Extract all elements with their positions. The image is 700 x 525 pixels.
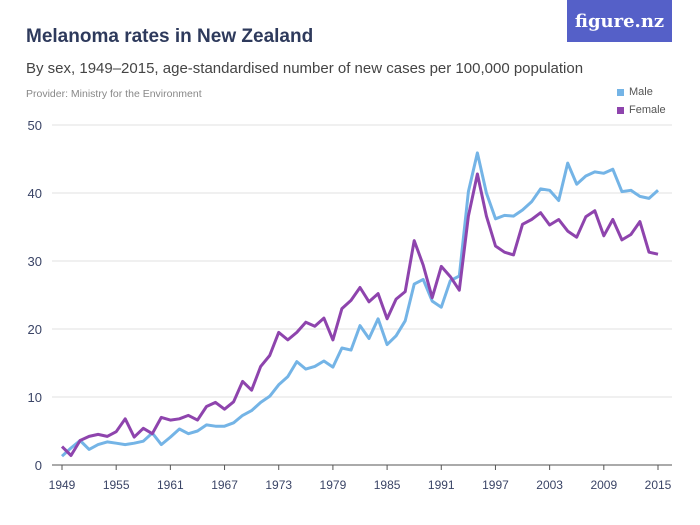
provider-text: Provider: Ministry for the Environment xyxy=(26,88,202,100)
x-tick-label: 2003 xyxy=(536,478,563,492)
x-tick-label: 2009 xyxy=(590,478,617,492)
x-tick-label: 1979 xyxy=(320,478,347,492)
legend-item-female: Female xyxy=(617,104,666,116)
x-tick-label: 1997 xyxy=(482,478,509,492)
y-tick-label: 20 xyxy=(28,322,42,337)
y-tick-label: 30 xyxy=(28,254,42,269)
series-line-male xyxy=(60,151,660,458)
legend-item-male: Male xyxy=(617,86,666,98)
chart-subtitle: By sex, 1949–2015, age-standardised numb… xyxy=(26,60,584,77)
figure-nz-logo[interactable]: figure.nz xyxy=(567,0,672,42)
legend-swatch-female xyxy=(617,106,624,114)
x-tick-label: 1955 xyxy=(103,478,130,492)
y-tick-label: 10 xyxy=(28,390,42,405)
x-tick-label: 1985 xyxy=(374,478,401,492)
y-tick-label: 50 xyxy=(28,118,42,133)
y-tick-label: 0 xyxy=(35,458,42,473)
x-tick-label: 1967 xyxy=(211,478,238,492)
chart-title: Melanoma rates in New Zealand xyxy=(26,26,314,47)
legend-label: Female xyxy=(629,104,666,116)
y-tick-label: 40 xyxy=(28,186,42,201)
x-tick-label: 1991 xyxy=(428,478,455,492)
legend-swatch-male xyxy=(617,88,624,96)
x-tick-label: 1973 xyxy=(265,478,292,492)
x-tick-label: 1961 xyxy=(157,478,184,492)
series-line-female xyxy=(60,172,659,457)
legend: Male Female xyxy=(617,86,666,122)
legend-label: Male xyxy=(629,86,653,98)
x-tick-label: 1949 xyxy=(49,478,76,492)
x-tick-label: 2015 xyxy=(645,478,672,492)
